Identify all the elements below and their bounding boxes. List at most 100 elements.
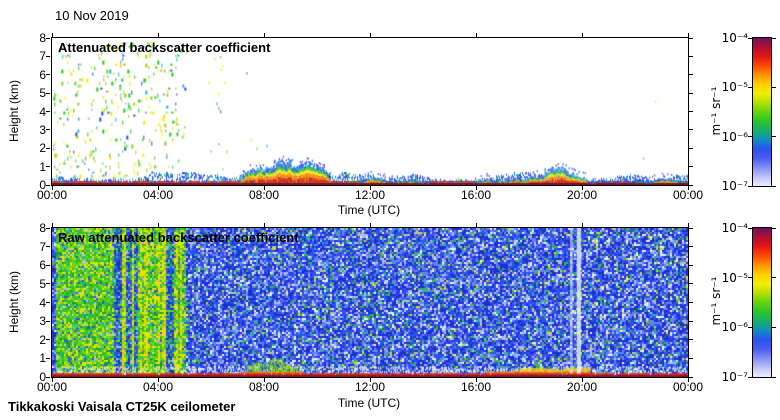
colorbar-tick-label: 10⁻⁵ [721, 80, 748, 95]
colorbar-tick-label: 10⁻⁷ [721, 370, 748, 384]
date-title: 10 Nov 2019 [55, 8, 129, 23]
y-tick-mark [689, 56, 693, 57]
x-tick-mark [688, 223, 689, 227]
panel-raw-backscatter [51, 227, 689, 378]
colorbar-tick-label: 10⁻⁴ [721, 221, 748, 235]
y-tick-mark [689, 283, 693, 284]
y-tick-mark [689, 111, 693, 112]
colorbar-tick-mark [748, 327, 752, 328]
y-tick-mark [689, 228, 693, 229]
y-tick-label: 8 [39, 31, 46, 45]
y-tick-mark [46, 283, 50, 284]
x-tick-label: 12:00 [354, 380, 386, 394]
y-tick-mark [46, 377, 50, 378]
y-tick-mark [689, 74, 693, 75]
y-tick-mark [46, 166, 50, 167]
colorbar-tick-mark [772, 186, 776, 187]
x-tick-mark [688, 186, 689, 190]
x-tick-mark [476, 223, 477, 227]
x-tick-mark [582, 33, 583, 37]
y-tick-label: 1 [39, 159, 46, 174]
y-tick-label: 5 [39, 276, 46, 291]
heatmap-canvas-attenuated [52, 38, 688, 185]
colorbar-tick-mark [748, 38, 752, 39]
x-tick-mark [158, 33, 159, 37]
x-tick-mark [582, 186, 583, 190]
colorbar-tick-label: 10⁻⁷ [721, 179, 748, 193]
x-tick-mark [582, 223, 583, 227]
x-tick-label: 12:00 [354, 188, 386, 202]
colorbar-tick-mark [748, 87, 752, 88]
y-tick-mark [46, 358, 50, 359]
x-tick-mark [476, 33, 477, 37]
y-tick-label: 4 [39, 104, 46, 119]
y-tick-mark [46, 129, 50, 130]
x-tick-mark [264, 33, 265, 37]
x-tick-label: 16:00 [460, 380, 492, 394]
colorbar-tick-mark [748, 136, 752, 137]
y-tick-mark [689, 93, 693, 94]
y-tick-label: 5 [39, 86, 46, 101]
y-tick-label: 2 [39, 141, 46, 156]
y-tick-mark [46, 265, 50, 266]
y-tick-label: 0 [39, 178, 46, 192]
x-tick-mark [158, 186, 159, 190]
x-tick-mark [52, 186, 53, 190]
y-tick-mark [46, 56, 50, 57]
x-tick-mark [688, 33, 689, 37]
colorbar-tick-mark [772, 228, 776, 229]
x-tick-label: 00:00 [672, 380, 704, 394]
y-tick-label: 4 [39, 295, 46, 310]
colorbar-gradient [753, 228, 771, 377]
x-tick-label: 08:00 [248, 188, 280, 202]
colorbar-tick-mark [772, 377, 776, 378]
x-tick-label: 04:00 [142, 188, 174, 202]
colorbar-raw [752, 227, 772, 378]
x-tick-mark [264, 378, 265, 382]
x-tick-label: 20:00 [566, 380, 598, 394]
y-tick-mark [689, 377, 693, 378]
y-tick-mark [689, 302, 693, 303]
colorbar-tick-mark [772, 277, 776, 278]
y-tick-mark [689, 358, 693, 359]
x-tick-mark [52, 378, 53, 382]
colorbar-tick-label: 10⁻⁵ [721, 270, 748, 285]
y-tick-label: 3 [39, 122, 46, 137]
y-tick-mark [689, 148, 693, 149]
y-tick-label: 1 [39, 351, 46, 366]
colorbar-gradient [753, 38, 771, 186]
y-tick-mark [689, 321, 693, 322]
x-tick-mark [264, 223, 265, 227]
x-tick-mark [476, 378, 477, 382]
y-tick-mark [689, 339, 693, 340]
y-tick-label: 8 [39, 221, 46, 235]
y-tick-label: 2 [39, 332, 46, 347]
y-tick-label: 7 [39, 49, 46, 64]
x-tick-mark [158, 223, 159, 227]
x-tick-label: 00:00 [672, 188, 704, 202]
x-tick-mark [370, 186, 371, 190]
x-tick-mark [688, 378, 689, 382]
y-tick-mark [46, 339, 50, 340]
y-tick-mark [46, 38, 50, 39]
colorbar-tick-mark [748, 377, 752, 378]
y-tick-mark [689, 246, 693, 247]
y-tick-label: 6 [39, 67, 46, 82]
y-tick-mark [689, 129, 693, 130]
x-tick-label: 04:00 [142, 380, 174, 394]
colorbar-tick-mark [748, 228, 752, 229]
colorbar-tick-mark [772, 38, 776, 39]
colorbar-tick-label: 10⁻⁶ [721, 320, 748, 335]
y-tick-mark [46, 246, 50, 247]
colorbar-tick-mark [748, 186, 752, 187]
y-tick-mark [46, 111, 50, 112]
colorbar-tick-mark [772, 87, 776, 88]
y-tick-mark [689, 166, 693, 167]
y-tick-mark [46, 228, 50, 229]
y-tick-mark [689, 185, 693, 186]
x-tick-mark [370, 33, 371, 37]
y-tick-mark [46, 185, 50, 186]
x-tick-mark [52, 223, 53, 227]
panel-title-attenuated: Attenuated backscatter coefficient [58, 40, 271, 55]
